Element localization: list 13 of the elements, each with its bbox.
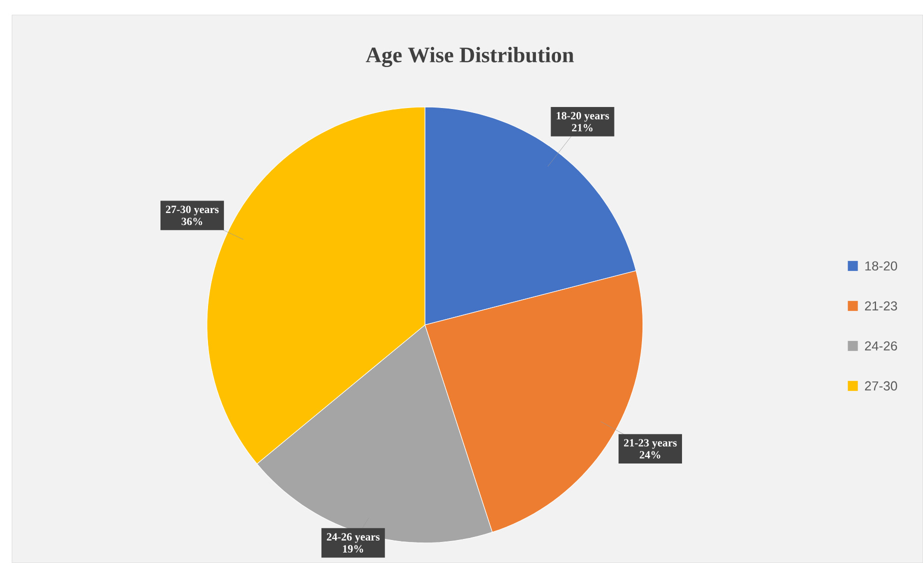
legend-label: 27-30: [865, 381, 898, 390]
text: 24-26 years: [326, 533, 380, 543]
text: 27-30 years: [166, 206, 219, 216]
data-label: 19%: [343, 545, 364, 553]
legend-label: 21-23: [865, 301, 898, 310]
data-label: 36%: [182, 218, 202, 226]
legend-label: 24-26: [865, 341, 898, 350]
data-label: 24%: [640, 451, 660, 459]
text: 21-23 years: [624, 439, 677, 449]
data-label: 21%: [572, 124, 592, 132]
legend-label: 18-20: [865, 261, 898, 271]
text: 18-20 years: [556, 112, 609, 122]
chart-title: Age Wise Distribution: [366, 46, 574, 68]
